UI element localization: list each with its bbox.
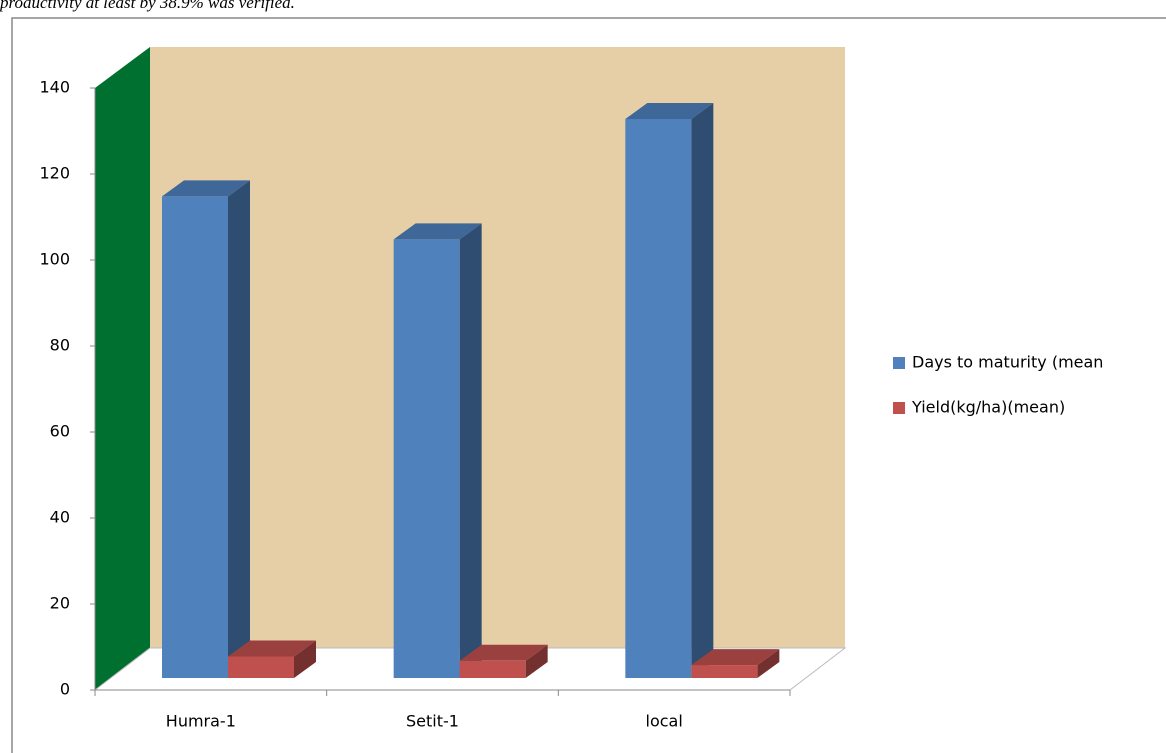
side-wall <box>95 47 150 690</box>
y-tick-label: 0 <box>60 680 70 699</box>
bar <box>394 223 482 678</box>
y-tick-label: 120 <box>39 164 70 183</box>
bar-front <box>228 657 294 679</box>
bar-front <box>691 665 757 678</box>
document-text: productivity at least by 38.9% was verif… <box>0 0 295 12</box>
x-tick-label: Humra-1 <box>166 712 236 731</box>
x-tick-label: local <box>646 712 683 731</box>
page: productivity at least by 38.9% was verif… <box>0 0 1166 753</box>
legend-label: Days to maturity (mean <box>912 353 1103 372</box>
legend-label: Yield(kg/ha)(mean) <box>911 398 1065 417</box>
legend-swatch <box>893 402 905 414</box>
y-tick-label: 80 <box>50 336 70 355</box>
bar-front <box>394 239 460 678</box>
bar-side <box>691 103 713 678</box>
legend-swatch <box>893 357 905 369</box>
bar <box>625 103 713 678</box>
bar-front <box>625 119 691 678</box>
bar-front <box>162 196 228 678</box>
y-tick-label: 20 <box>50 594 70 613</box>
y-tick-label: 60 <box>50 422 70 441</box>
bar-side <box>460 223 482 678</box>
bar-side <box>228 180 250 678</box>
x-tick-label: Setit-1 <box>406 712 459 731</box>
y-tick-label: 40 <box>50 508 70 527</box>
y-tick-label: 100 <box>39 250 70 269</box>
back-wall <box>150 47 845 648</box>
y-tick-label: 140 <box>39 78 70 97</box>
bar-front <box>460 661 526 678</box>
bar <box>162 180 250 678</box>
